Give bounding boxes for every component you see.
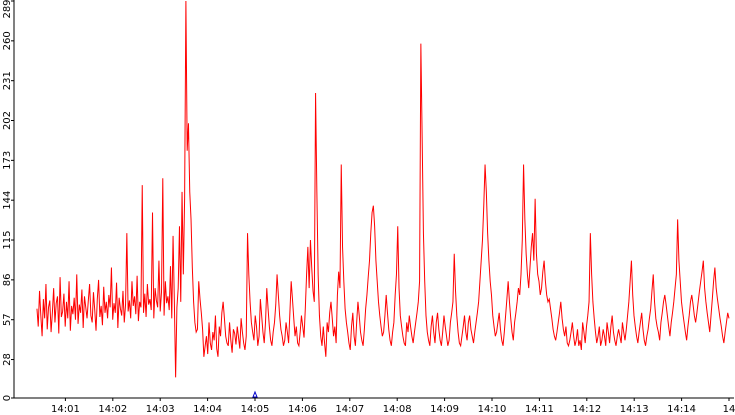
y-tick-label: 231 (2, 71, 13, 90)
marker-layer (252, 390, 258, 398)
x-tick-label: 14 (723, 404, 735, 415)
y-tick-label: 202 (2, 111, 13, 130)
series-line (36, 0, 730, 378)
x-tick-label: 14:05 (241, 404, 270, 415)
y-tick-label: 28 (2, 353, 13, 366)
x-tick-label: 14:02 (98, 404, 127, 415)
x-tick-label: 14:06 (288, 404, 317, 415)
y-tick-label: 0 (2, 395, 13, 401)
y-tick-label: 86 (2, 273, 13, 286)
y-tick-label: 144 (2, 191, 13, 210)
y-tick-label: 173 (2, 151, 13, 170)
x-tick-label: 14:10 (478, 404, 507, 415)
x-tick-label: 14:13 (620, 404, 649, 415)
y-tick-label: 115 (2, 230, 13, 249)
event-marker (252, 390, 258, 398)
y-tick-label: 289 (2, 0, 13, 19)
x-tick-label: 14:12 (572, 404, 601, 415)
x-tick-label: 14:11 (525, 404, 554, 415)
series-layer (36, 0, 730, 378)
x-tick-label: 14:07 (335, 404, 364, 415)
x-tick-label: 14:09 (430, 404, 459, 415)
x-tick-label: 14:08 (383, 404, 412, 415)
y-axis: 0 28 57 86 115 144 173 202 231 260 289 (2, 0, 15, 401)
x-tick-label: 14:14 (667, 404, 696, 415)
x-tick-label: 14:03 (146, 404, 175, 415)
x-tick-label: 14:04 (193, 404, 222, 415)
x-tick-label: 14:01 (51, 404, 80, 415)
x-axis: 14:01 14:02 14:03 14:04 14:05 14:06 14:07 14:08… (14, 397, 735, 415)
y-tick-label: 260 (2, 31, 13, 50)
y-tick-label: 57 (2, 313, 13, 326)
